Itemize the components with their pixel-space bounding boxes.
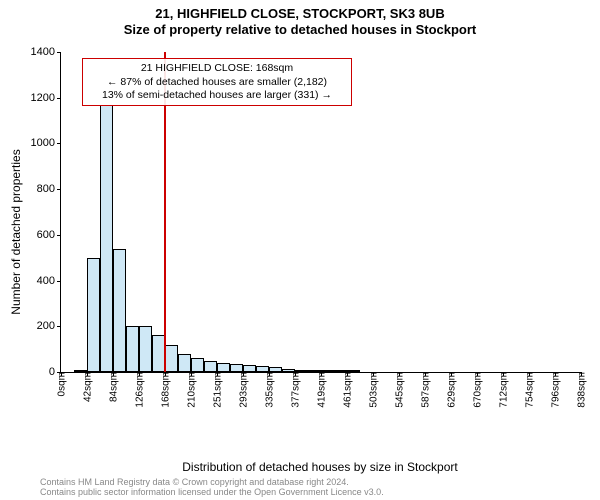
xtick-label: 754sqm <box>523 372 536 408</box>
ytick-label: 600 <box>37 229 55 241</box>
histogram-bar <box>100 105 113 372</box>
histogram-bar <box>87 258 100 372</box>
xtick-label: 545sqm <box>393 372 406 408</box>
annotation-line: 21 HIGHFIELD CLOSE: 168sqm <box>89 62 345 75</box>
xtick-label: 335sqm <box>263 372 276 408</box>
annotation-box: 21 HIGHFIELD CLOSE: 168sqm← 87% of detac… <box>82 58 352 105</box>
chart-title: 21, HIGHFIELD CLOSE, STOCKPORT, SK3 8UB … <box>0 0 600 39</box>
histogram-bar <box>165 345 178 372</box>
plot-wrap: 02004006008001000120014000sqm42sqm84sqm1… <box>60 52 580 412</box>
histogram-bar <box>139 326 152 372</box>
xtick-label: 838sqm <box>575 372 588 408</box>
ytick-label: 400 <box>37 275 55 287</box>
xtick-label: 503sqm <box>367 372 380 408</box>
xtick-label: 293sqm <box>237 372 250 408</box>
histogram-bar <box>113 249 126 372</box>
x-axis-label: Distribution of detached houses by size … <box>60 460 580 474</box>
histogram-bar <box>191 358 204 372</box>
ytick-mark <box>57 281 61 282</box>
title-line-1: 21, HIGHFIELD CLOSE, STOCKPORT, SK3 8UB <box>0 6 600 22</box>
xtick-label: 587sqm <box>419 372 432 408</box>
ytick-mark <box>57 189 61 190</box>
footer-line-2: Contains public sector information licen… <box>40 488 384 498</box>
ytick-mark <box>57 143 61 144</box>
ytick-mark <box>57 235 61 236</box>
histogram-bar <box>243 365 256 372</box>
annotation-line: 13% of semi-detached houses are larger (… <box>89 89 345 102</box>
xtick-label: 168sqm <box>159 372 172 408</box>
y-axis-label: Number of detached properties <box>6 52 26 412</box>
ytick-mark <box>57 52 61 53</box>
histogram-bar <box>230 364 243 372</box>
xtick-label: 0sqm <box>55 372 68 396</box>
xtick-label: 461sqm <box>341 372 354 408</box>
xtick-label: 419sqm <box>315 372 328 408</box>
xtick-label: 84sqm <box>107 372 120 402</box>
ytick-mark <box>57 98 61 99</box>
annotation-line: ← 87% of detached houses are smaller (2,… <box>89 76 345 89</box>
histogram-bar <box>217 363 230 372</box>
xtick-label: 629sqm <box>445 372 458 408</box>
xtick-label: 210sqm <box>185 372 198 408</box>
plot-area: 02004006008001000120014000sqm42sqm84sqm1… <box>60 52 581 373</box>
ytick-label: 200 <box>37 320 55 332</box>
ytick-label: 800 <box>37 183 55 195</box>
xtick-label: 796sqm <box>549 372 562 408</box>
histogram-bar <box>178 354 191 372</box>
ytick-label: 1000 <box>31 137 55 149</box>
histogram-bar <box>126 326 139 372</box>
xtick-label: 42sqm <box>81 372 94 402</box>
xtick-label: 712sqm <box>497 372 510 408</box>
title-line-2: Size of property relative to detached ho… <box>0 22 600 38</box>
ytick-label: 1400 <box>31 46 55 58</box>
xtick-label: 670sqm <box>471 372 484 408</box>
footer-attribution: Contains HM Land Registry data © Crown c… <box>40 478 384 498</box>
ytick-mark <box>57 326 61 327</box>
xtick-label: 377sqm <box>289 372 302 408</box>
chart-container: 21, HIGHFIELD CLOSE, STOCKPORT, SK3 8UB … <box>0 0 600 500</box>
xtick-label: 251sqm <box>211 372 224 408</box>
xtick-label: 126sqm <box>133 372 146 408</box>
histogram-bar <box>204 361 216 372</box>
ytick-label: 1200 <box>31 92 55 104</box>
